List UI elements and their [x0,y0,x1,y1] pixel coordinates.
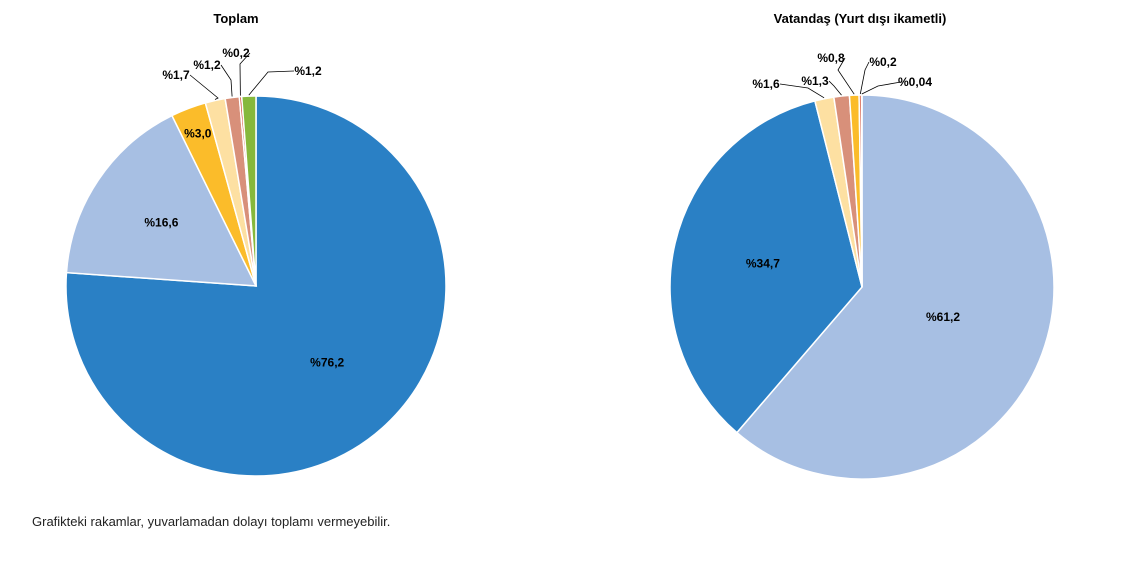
pie-chart-2: Vatandaş (Yurt dışı ikametli) %61,2 %34,7%… [669,11,1055,480]
chart-title: Vatandaş (Yurt dışı ikametli) [774,11,947,26]
data-label: %1,6 [752,77,780,91]
leader-line [779,83,825,99]
leader-line [248,70,295,96]
pie-chart-1: Toplam%76,2%16,6%3,0%1,7%1,2%0,2%1,2 [65,11,447,477]
data-label: %1,2 [193,58,221,72]
data-label: %61,2 [926,310,960,324]
data-label: %0,2 [869,55,897,69]
pie-slice [735,94,1055,480]
data-label: %16,6 [144,215,178,229]
data-label: %3,0 [184,126,212,140]
leader-line [861,81,902,95]
leader-line [859,61,870,95]
data-label: %34,7 [746,257,780,271]
leader-line [239,52,251,96]
leader-line [220,64,233,97]
leader-line [837,57,855,95]
data-label: %0,2 [222,46,250,60]
data-label: %0,04 [898,75,932,89]
pie-slice [65,114,258,287]
pie-slice [65,95,447,477]
data-label: %1,3 [801,74,829,88]
leader-line [189,74,219,100]
pie-slice [240,95,257,287]
leader-line [828,80,842,96]
data-label: %1,2 [294,64,322,78]
data-label: %1,7 [162,68,190,82]
chart-title: Toplam [213,11,258,26]
footnote: Grafikteki rakamlar, yuvarlamadan dolayı… [32,514,391,529]
pie-slice [669,99,863,434]
data-label: %0,8 [817,51,845,65]
data-label: %76,2 [310,356,344,370]
